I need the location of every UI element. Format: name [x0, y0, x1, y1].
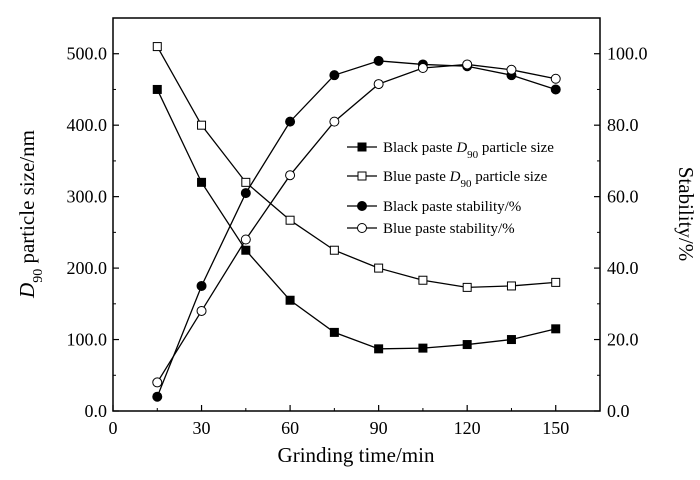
- series-line-3: [156, 60, 556, 397]
- series-1-point: [506, 335, 516, 345]
- series-3-point: [240, 188, 251, 199]
- series-4-point: [462, 59, 473, 70]
- x-tick-label: 60: [281, 418, 299, 438]
- x-tick-label: 150: [542, 418, 569, 438]
- series-1-point: [197, 177, 207, 187]
- y-right-tick-label: 20.0: [607, 330, 639, 350]
- series-3-point: [373, 55, 384, 66]
- series-4-point: [196, 305, 207, 316]
- legend-marker: [357, 142, 367, 152]
- series-3-point: [285, 116, 296, 127]
- y-right-tick-label: 0.0: [607, 401, 630, 421]
- series-3-point: [152, 391, 163, 402]
- legend: Black paste D90 particle size Blue paste …: [347, 140, 554, 237]
- series-4-point: [285, 170, 296, 181]
- x-tick-label: 90: [370, 418, 388, 438]
- y-left-tick-label: 500.0: [67, 44, 108, 64]
- y-right-tick-label: 60.0: [607, 187, 639, 207]
- series-2-point: [418, 275, 428, 285]
- y-axis-title-left: D90 particle size/nm: [15, 130, 46, 299]
- y-right-tick-label: 80.0: [607, 115, 639, 135]
- series-4-point: [373, 79, 384, 90]
- legend-label: Black paste D90 particle size: [383, 140, 554, 161]
- series-line-1: [156, 89, 556, 350]
- y-axis-title-right: Stability/%: [674, 167, 698, 262]
- legend-marker: [357, 171, 367, 181]
- x-axis-title: Grinding time/min: [278, 443, 435, 467]
- series-2-point: [329, 245, 339, 255]
- series-2-point: [285, 215, 295, 225]
- series-1-point: [374, 344, 384, 354]
- series-2-point: [241, 177, 251, 187]
- series-1-point: [462, 340, 472, 350]
- legend-marker: [357, 223, 367, 233]
- legend-label: Blue paste stability/%: [383, 221, 515, 237]
- series-4-point: [550, 73, 561, 84]
- y-left-tick-label: 400.0: [67, 115, 108, 135]
- x-tick-label: 0: [109, 418, 118, 438]
- x-tick-label: 30: [193, 418, 211, 438]
- series-2-point: [506, 281, 516, 291]
- legend-marker: [357, 201, 367, 211]
- x-tick-label: 120: [454, 418, 481, 438]
- plot-marks: [152, 42, 561, 402]
- series-4-point: [152, 377, 163, 388]
- plot-frame: [112, 17, 601, 412]
- series-3-point: [329, 70, 340, 81]
- y-left-tick-label: 300.0: [67, 187, 108, 207]
- series-3-point: [196, 280, 207, 291]
- series-2-point: [462, 282, 472, 292]
- y-left-tick-label: 0.0: [85, 401, 108, 421]
- series-1-point: [551, 324, 561, 334]
- series-4-point: [329, 116, 340, 127]
- axes: 0 30 60 90 120 150 0.0 100.0 200.0 300.0 400.0 500.…: [67, 44, 648, 438]
- series-3-point: [550, 84, 561, 95]
- series-1-point: [329, 327, 339, 337]
- legend-label: Blue paste D90 particle size: [383, 169, 548, 190]
- series-1-point: [418, 343, 428, 353]
- series-2-point: [551, 277, 561, 287]
- series-2-point: [152, 42, 162, 52]
- legend-label: Black paste stability/%: [383, 199, 521, 215]
- y-left-tick-label: 200.0: [67, 258, 108, 278]
- y-right-tick-label: 40.0: [607, 258, 639, 278]
- series-2-point: [197, 120, 207, 130]
- y-left-tick-label: 100.0: [67, 330, 108, 350]
- series-line-2: [156, 46, 556, 289]
- series-line-4: [156, 63, 556, 383]
- series-4-point: [417, 63, 428, 74]
- series-1-point: [241, 245, 251, 255]
- y-right-tick-label: 100.0: [607, 44, 648, 64]
- series-4-point: [506, 64, 517, 75]
- series-1-point: [152, 84, 162, 94]
- series-2-point: [374, 263, 384, 273]
- series-4-point: [240, 234, 251, 245]
- series-1-point: [285, 295, 295, 305]
